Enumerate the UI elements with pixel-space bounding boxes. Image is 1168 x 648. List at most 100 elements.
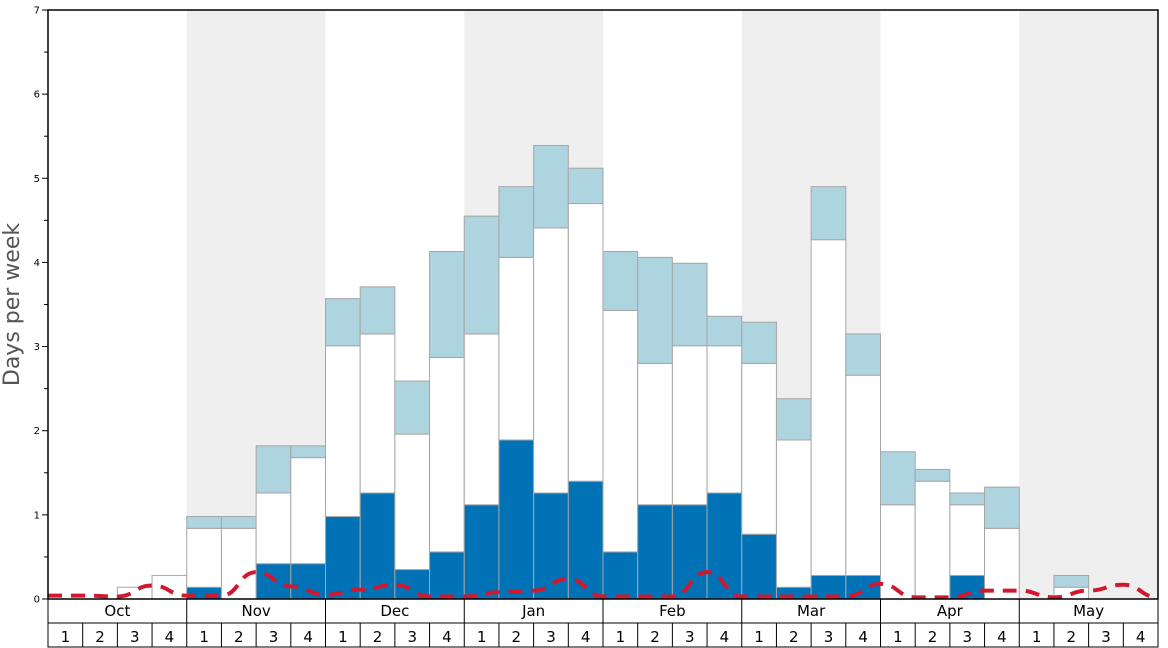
bar-segment bbox=[359, 492, 396, 600]
y-tick-label: 6 bbox=[34, 90, 40, 101]
week-label: 2 bbox=[789, 628, 799, 646]
bar-segment bbox=[810, 239, 847, 576]
week-label: 1 bbox=[616, 628, 626, 646]
month-label: Feb bbox=[659, 602, 686, 620]
bar-segment bbox=[429, 551, 465, 600]
bar-segment bbox=[706, 315, 743, 347]
bar-segment bbox=[741, 362, 777, 535]
month-label: Oct bbox=[104, 602, 130, 620]
week-label: 3 bbox=[1101, 628, 1111, 646]
bar-segment bbox=[637, 504, 673, 600]
bar-segment bbox=[151, 574, 188, 600]
bar-segment bbox=[463, 215, 500, 335]
bar-segment bbox=[775, 398, 812, 441]
week-label: 3 bbox=[130, 628, 140, 646]
bar-segment bbox=[949, 492, 986, 506]
bar-segment bbox=[463, 504, 500, 600]
bar-segment bbox=[533, 492, 569, 600]
bar-segment bbox=[984, 486, 1020, 529]
bar-segment bbox=[880, 504, 916, 600]
bar-segment bbox=[845, 333, 881, 376]
bar-segment bbox=[1053, 574, 1090, 588]
month-shade bbox=[1019, 10, 1158, 599]
bar-segment bbox=[533, 227, 569, 494]
week-label: 1 bbox=[754, 628, 764, 646]
week-label: 4 bbox=[720, 628, 730, 646]
bar-segment bbox=[498, 439, 535, 600]
bar-segment bbox=[637, 362, 673, 506]
bar-segment bbox=[325, 345, 361, 518]
bar-segment bbox=[429, 357, 465, 553]
bar-segment bbox=[602, 551, 639, 600]
month-label: May bbox=[1073, 602, 1104, 620]
bar-segment bbox=[325, 516, 361, 600]
bar-segment bbox=[186, 527, 222, 588]
week-label: 1 bbox=[338, 628, 348, 646]
bar-segment bbox=[220, 516, 257, 529]
week-label: 3 bbox=[407, 628, 417, 646]
week-label: 2 bbox=[650, 628, 660, 646]
bars bbox=[116, 144, 1090, 600]
y-axis-title: Days per week bbox=[0, 223, 25, 386]
bar-segment bbox=[498, 256, 535, 441]
week-label: 2 bbox=[928, 628, 938, 646]
y-tick-label: 0 bbox=[34, 595, 40, 606]
bar-segment bbox=[325, 298, 361, 347]
week-label: 1 bbox=[199, 628, 209, 646]
bar-segment bbox=[394, 380, 431, 435]
bar-segment bbox=[463, 333, 500, 506]
week-label: 2 bbox=[373, 628, 383, 646]
bar-segment bbox=[602, 250, 639, 311]
bar-segment bbox=[359, 286, 396, 335]
month-label: Nov bbox=[241, 602, 270, 620]
y-tick-label: 1 bbox=[34, 510, 40, 521]
week-label: 2 bbox=[234, 628, 244, 646]
week-label: 3 bbox=[962, 628, 972, 646]
month-label: Mar bbox=[797, 602, 826, 620]
week-label: 4 bbox=[858, 628, 868, 646]
y-tick-label: 4 bbox=[34, 258, 40, 269]
average-line bbox=[48, 570, 1159, 600]
week-label: 4 bbox=[303, 628, 313, 646]
y-tick-label: 3 bbox=[34, 342, 40, 353]
bar-segment bbox=[775, 439, 812, 588]
week-label: 4 bbox=[997, 628, 1007, 646]
bar-segment bbox=[255, 445, 292, 494]
bar-segment bbox=[290, 445, 326, 459]
month-label: Jan bbox=[521, 602, 545, 620]
bar-segment bbox=[567, 480, 604, 600]
y-axis: 0 1 2 3 4 5 6 7 bbox=[34, 6, 48, 606]
bar-segment bbox=[706, 345, 743, 494]
week-label: 4 bbox=[581, 628, 591, 646]
week-label: 3 bbox=[685, 628, 695, 646]
month-label: Dec bbox=[380, 602, 409, 620]
bar-segment bbox=[429, 250, 465, 359]
y-tick-label: 5 bbox=[34, 174, 40, 185]
bar-segment bbox=[220, 527, 257, 600]
bar-segment bbox=[498, 186, 535, 258]
week-label: 2 bbox=[1067, 628, 1077, 646]
y-tick-label: 7 bbox=[34, 6, 40, 17]
bar-segment bbox=[567, 203, 604, 482]
week-label: 3 bbox=[824, 628, 834, 646]
week-label: 3 bbox=[269, 628, 279, 646]
month-label: Apr bbox=[937, 602, 964, 620]
bar-segment bbox=[602, 309, 639, 553]
week-label: 3 bbox=[546, 628, 556, 646]
bar-segment bbox=[984, 527, 1020, 600]
bar-segment bbox=[394, 433, 431, 571]
bar-segment bbox=[359, 333, 396, 494]
week-label: 4 bbox=[442, 628, 452, 646]
bar-segment bbox=[914, 480, 951, 600]
x-axis: Oct Nov Dec Jan Feb Mar Apr May 1 2 3 4 1 2 3 4 1 2 3 4 1 2 3 4… bbox=[47, 598, 1159, 648]
bar-segment bbox=[290, 563, 326, 600]
week-label: 1 bbox=[477, 628, 487, 646]
bar-segment bbox=[741, 533, 777, 600]
bar-segment bbox=[567, 167, 604, 205]
bar-segment bbox=[914, 468, 951, 482]
bar-segment bbox=[186, 516, 222, 529]
average-line-layer bbox=[48, 570, 1159, 600]
bar-segment bbox=[741, 321, 777, 364]
bar-segment bbox=[637, 256, 673, 364]
